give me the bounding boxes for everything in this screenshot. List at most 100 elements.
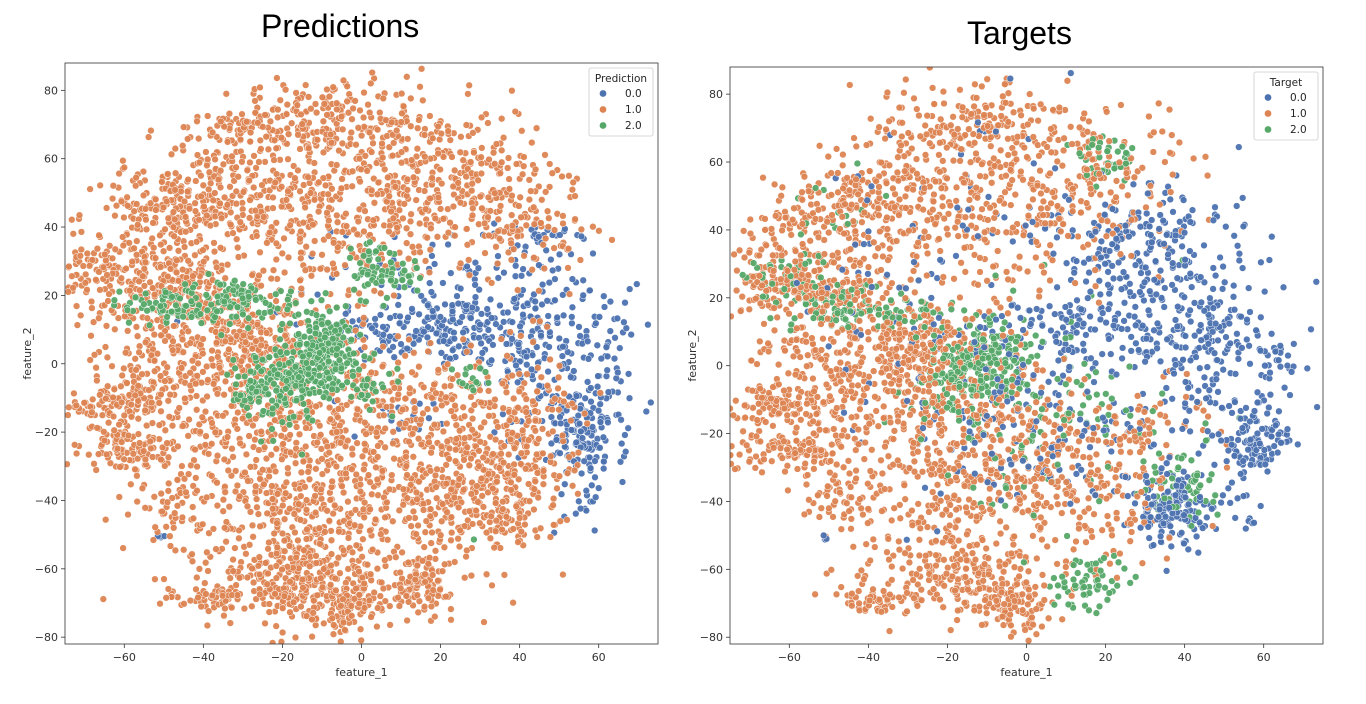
data-point [543, 323, 551, 331]
data-point [192, 380, 200, 388]
data-point [616, 458, 625, 466]
data-point [203, 211, 211, 220]
data-point [536, 317, 544, 325]
data-point [264, 569, 272, 578]
data-point [494, 215, 502, 223]
data-point [368, 68, 376, 77]
data-point [216, 199, 224, 208]
data-point [429, 307, 437, 315]
data-point [595, 313, 604, 321]
data-point [600, 303, 609, 311]
data-point [621, 431, 629, 439]
data-point [167, 150, 176, 158]
data-point [319, 148, 328, 157]
data-point [256, 248, 264, 256]
data-point [115, 420, 123, 429]
data-point [353, 439, 361, 447]
data-point [518, 127, 526, 135]
data-point [599, 433, 608, 441]
data-point [229, 453, 237, 461]
data-point [502, 388, 511, 396]
data-point [584, 337, 592, 345]
data-point [486, 207, 494, 215]
data-point [508, 87, 516, 95]
data-point [476, 519, 484, 527]
data-point [294, 166, 302, 175]
data-point [423, 234, 431, 242]
data-point [253, 503, 261, 511]
data-point [591, 473, 599, 481]
data-point [426, 467, 435, 475]
data-point [572, 438, 580, 447]
data-point [440, 543, 449, 551]
data-point [433, 465, 441, 473]
data-point [400, 200, 408, 208]
data-point [308, 633, 316, 641]
data-point [604, 388, 613, 396]
data-point [320, 565, 328, 573]
data-point [88, 256, 96, 264]
data-point [539, 241, 547, 249]
data-point [456, 199, 465, 207]
data-point [557, 490, 566, 498]
data-point [301, 266, 310, 274]
data-point [356, 106, 364, 115]
data-point [297, 468, 306, 477]
data-point [576, 332, 584, 340]
data-point [559, 343, 567, 351]
data-point [336, 421, 344, 430]
data-point [484, 213, 492, 221]
data-point [376, 311, 385, 319]
data-point [361, 152, 369, 160]
data-point [543, 207, 552, 215]
data-point [151, 367, 159, 375]
data-point [556, 231, 564, 239]
data-point [102, 256, 110, 265]
data-point [327, 550, 336, 558]
data-point [92, 364, 100, 372]
data-point [454, 179, 462, 187]
data-point [148, 234, 156, 243]
data-point [89, 395, 97, 404]
data-point [113, 445, 122, 453]
data-point [208, 472, 216, 480]
data-point [476, 438, 484, 446]
data-point [351, 97, 359, 105]
data-point [405, 514, 413, 522]
data-point [463, 348, 471, 356]
data-point [359, 535, 367, 543]
data-point [307, 105, 315, 113]
data-point [403, 239, 411, 247]
data-point [270, 529, 278, 538]
data-point [347, 128, 355, 137]
data-point [257, 341, 265, 350]
data-point [509, 525, 517, 533]
data-point [77, 228, 86, 236]
data-point [430, 421, 439, 429]
data-point [87, 297, 96, 306]
data-point [538, 300, 546, 309]
data-point [169, 208, 178, 216]
data-point [461, 434, 469, 442]
data-point [442, 393, 450, 401]
data-point [420, 383, 428, 391]
data-point [193, 573, 201, 582]
data-point [281, 332, 289, 340]
data-point [291, 633, 300, 642]
data-point [102, 516, 110, 524]
data-point [221, 274, 229, 282]
data-point [481, 249, 489, 257]
data-point [476, 192, 484, 201]
data-point [594, 407, 603, 415]
data-point [254, 510, 263, 518]
data-point [339, 618, 348, 627]
data-point [224, 466, 232, 475]
data-point [538, 280, 547, 289]
data-point [568, 319, 576, 327]
data-point [484, 387, 493, 395]
data-point [571, 192, 579, 200]
data-point [272, 574, 281, 582]
data-point [149, 284, 157, 292]
data-point [556, 517, 564, 525]
data-point [436, 165, 444, 174]
